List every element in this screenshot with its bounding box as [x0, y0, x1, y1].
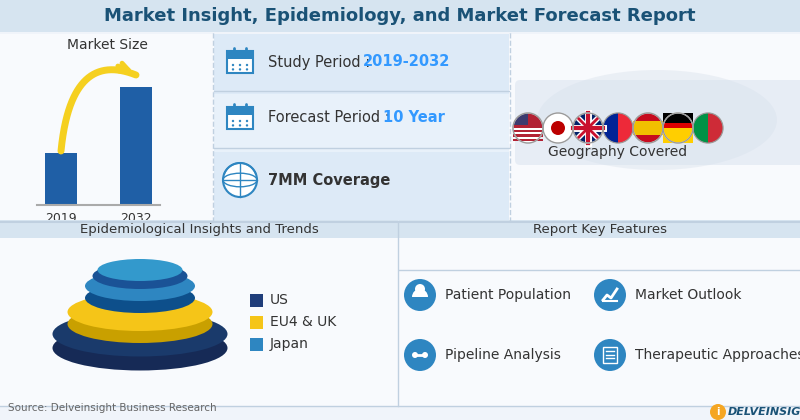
FancyBboxPatch shape: [250, 316, 263, 329]
Ellipse shape: [53, 312, 227, 357]
Wedge shape: [513, 113, 543, 128]
Wedge shape: [513, 113, 528, 128]
Ellipse shape: [98, 259, 182, 281]
Wedge shape: [708, 113, 723, 143]
Ellipse shape: [85, 283, 195, 313]
Text: 2019: 2019: [45, 212, 77, 225]
FancyBboxPatch shape: [399, 220, 800, 238]
Circle shape: [543, 113, 573, 143]
FancyBboxPatch shape: [0, 222, 800, 406]
FancyBboxPatch shape: [228, 108, 252, 115]
FancyBboxPatch shape: [214, 155, 509, 215]
Circle shape: [239, 64, 242, 66]
Circle shape: [239, 120, 242, 122]
Circle shape: [573, 113, 603, 143]
FancyBboxPatch shape: [214, 38, 509, 96]
Text: i: i: [716, 407, 720, 417]
FancyBboxPatch shape: [513, 134, 543, 136]
Circle shape: [232, 120, 234, 122]
Circle shape: [603, 113, 633, 143]
Text: Japan: Japan: [270, 337, 309, 351]
Circle shape: [573, 113, 603, 143]
FancyBboxPatch shape: [120, 87, 152, 205]
Text: Epidemiological Insights and Trends: Epidemiological Insights and Trends: [80, 223, 318, 236]
FancyBboxPatch shape: [0, 0, 800, 32]
Circle shape: [594, 279, 626, 311]
Circle shape: [239, 68, 242, 71]
Circle shape: [422, 352, 428, 358]
Text: Study Period :: Study Period :: [268, 55, 375, 69]
FancyBboxPatch shape: [0, 34, 800, 222]
Ellipse shape: [67, 305, 213, 343]
FancyBboxPatch shape: [250, 338, 263, 351]
Text: 2019-2032: 2019-2032: [363, 55, 450, 69]
FancyBboxPatch shape: [250, 294, 263, 307]
Circle shape: [633, 113, 663, 143]
Text: Market Size: Market Size: [66, 38, 147, 52]
Circle shape: [232, 124, 234, 126]
Ellipse shape: [85, 271, 195, 301]
Circle shape: [246, 120, 248, 122]
Circle shape: [232, 68, 234, 71]
Circle shape: [513, 113, 543, 143]
FancyBboxPatch shape: [513, 139, 543, 141]
Wedge shape: [513, 128, 543, 143]
Circle shape: [223, 163, 257, 197]
Wedge shape: [693, 113, 708, 143]
FancyBboxPatch shape: [663, 123, 693, 133]
FancyBboxPatch shape: [663, 113, 693, 128]
Circle shape: [232, 64, 234, 66]
Text: Pipeline Analysis: Pipeline Analysis: [445, 348, 561, 362]
Text: DELVEINSIGHT: DELVEINSIGHT: [728, 407, 800, 417]
FancyBboxPatch shape: [227, 51, 253, 73]
Text: Geography Covered: Geography Covered: [549, 145, 687, 159]
FancyBboxPatch shape: [0, 220, 398, 238]
Circle shape: [551, 121, 565, 135]
Circle shape: [415, 284, 425, 294]
Text: Patient Population: Patient Population: [445, 288, 571, 302]
Text: Source: Delveinsight Business Research: Source: Delveinsight Business Research: [8, 403, 217, 413]
Ellipse shape: [537, 70, 777, 170]
Circle shape: [412, 352, 418, 358]
Circle shape: [710, 404, 726, 420]
Circle shape: [404, 279, 436, 311]
Circle shape: [693, 113, 723, 143]
FancyBboxPatch shape: [214, 34, 509, 222]
Text: 7MM Coverage: 7MM Coverage: [268, 173, 390, 187]
Ellipse shape: [93, 263, 187, 289]
Text: Therapeutic Approaches: Therapeutic Approaches: [635, 348, 800, 362]
Ellipse shape: [67, 293, 213, 331]
Circle shape: [246, 124, 248, 126]
Text: Report Key Features: Report Key Features: [533, 223, 667, 236]
Circle shape: [594, 339, 626, 371]
Circle shape: [663, 113, 693, 143]
FancyBboxPatch shape: [513, 125, 543, 128]
FancyBboxPatch shape: [45, 153, 77, 205]
Text: EU4 & UK: EU4 & UK: [270, 315, 336, 329]
Wedge shape: [412, 289, 428, 297]
Text: US: US: [270, 293, 289, 307]
Circle shape: [246, 64, 248, 66]
Text: Market Outlook: Market Outlook: [635, 288, 742, 302]
FancyBboxPatch shape: [228, 52, 252, 59]
FancyBboxPatch shape: [513, 130, 543, 132]
Wedge shape: [603, 113, 618, 143]
Wedge shape: [633, 113, 663, 143]
FancyBboxPatch shape: [663, 128, 693, 143]
FancyBboxPatch shape: [214, 94, 509, 152]
FancyBboxPatch shape: [633, 121, 663, 135]
Text: Market Insight, Epidemiology, and Market Forecast Report: Market Insight, Epidemiology, and Market…: [104, 7, 696, 25]
Wedge shape: [618, 113, 633, 143]
FancyBboxPatch shape: [227, 107, 253, 129]
Text: Forecast Period :: Forecast Period :: [268, 110, 394, 126]
Text: 2032: 2032: [120, 212, 152, 225]
Text: 10 Year: 10 Year: [383, 110, 445, 126]
Ellipse shape: [53, 326, 227, 370]
Circle shape: [404, 339, 436, 371]
Circle shape: [246, 68, 248, 71]
Circle shape: [239, 124, 242, 126]
FancyBboxPatch shape: [515, 80, 800, 165]
